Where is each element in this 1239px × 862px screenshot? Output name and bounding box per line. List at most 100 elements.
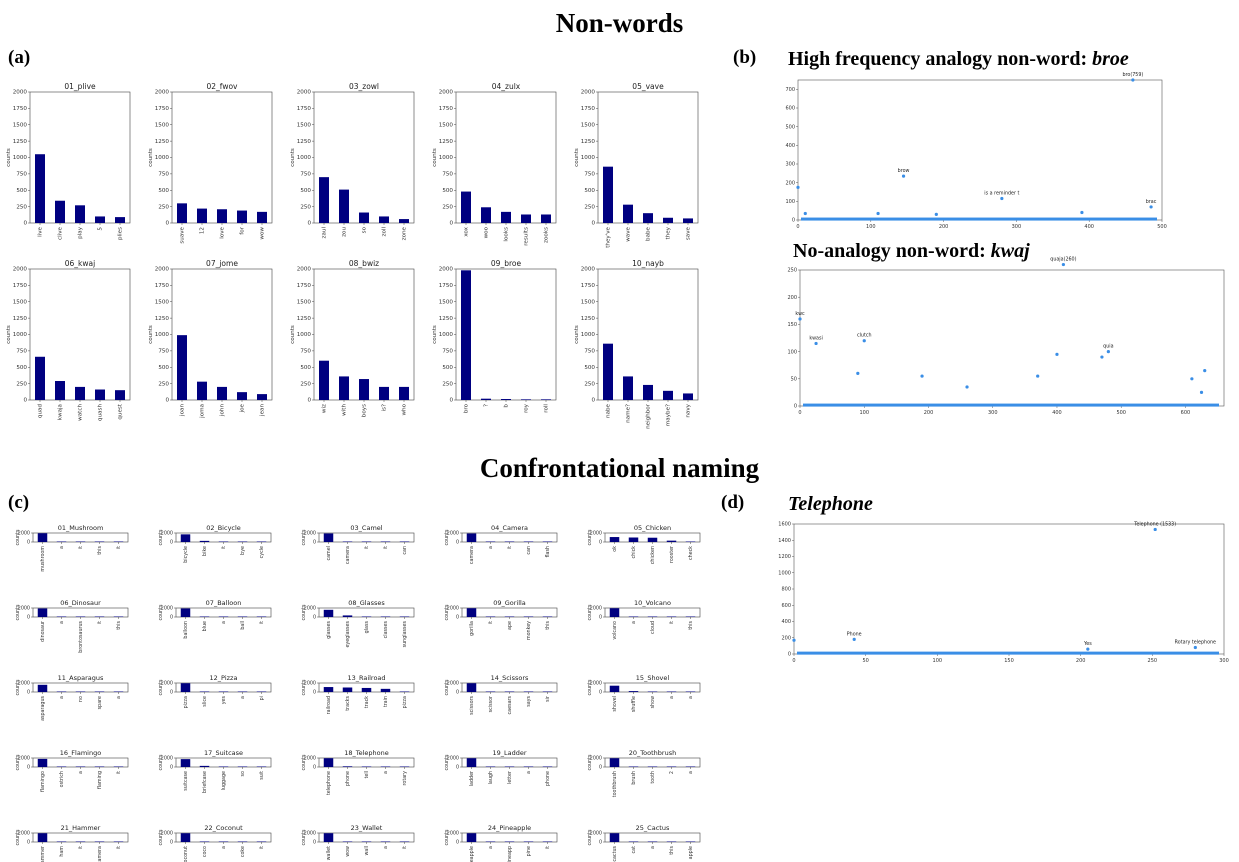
x-tick-label: 300 — [988, 410, 998, 416]
x-tick-label: 12 — [200, 227, 206, 234]
y-tick-label: 100 — [787, 349, 797, 355]
x-tick-label: it — [507, 546, 513, 549]
y-axis-label: counts — [148, 148, 154, 167]
y-tick-label: 0 — [456, 765, 459, 771]
x-tick-label: nabe — [606, 403, 612, 418]
y-axis-label: counts — [301, 679, 307, 696]
point-annotation: Telephone (1533) — [1133, 521, 1176, 527]
x-tick-label: camera — [469, 546, 475, 564]
y-tick-label: 1000 — [297, 332, 312, 338]
bar — [256, 766, 267, 767]
x-tick-label: zone — [402, 226, 408, 240]
y-tick-label: 2000 — [447, 756, 459, 762]
bar — [683, 393, 693, 400]
y-tick-label: 800 — [781, 587, 791, 593]
y-tick-label: 1750 — [581, 106, 596, 112]
scatter-point — [1100, 355, 1104, 359]
y-tick-label: 1750 — [439, 283, 454, 289]
y-tick-label: 1000 — [778, 570, 791, 576]
x-tick-label: a — [384, 771, 389, 774]
x-tick-label: ? — [484, 404, 490, 407]
bar — [628, 691, 639, 692]
bar — [342, 541, 353, 542]
y-tick-label: 1250 — [297, 316, 312, 322]
bar — [199, 691, 210, 692]
y-tick-label: 150 — [787, 322, 797, 328]
bar — [647, 537, 658, 542]
subplot-title: 10_nayb — [632, 259, 664, 268]
x-tick-label: it — [259, 846, 265, 849]
subplot-title: 16_Flamingo — [60, 749, 101, 757]
bar — [399, 841, 410, 842]
bar — [197, 208, 207, 223]
bar — [257, 394, 267, 400]
bar — [541, 214, 551, 223]
bar — [380, 616, 391, 617]
bar — [399, 219, 409, 223]
scatter-point — [934, 212, 938, 216]
x-tick-label: volcano — [612, 621, 618, 640]
bar — [643, 384, 653, 400]
x-tick-label: ladder — [469, 771, 475, 786]
x-tick-label: tell — [364, 771, 370, 779]
bar — [380, 541, 391, 542]
subplot-title: 22_Coconut — [204, 824, 243, 832]
x-tick-label: brush — [631, 771, 637, 785]
plot-frame — [797, 79, 1163, 221]
y-tick-label: 0 — [27, 765, 30, 771]
y-axis-label: counts — [432, 325, 438, 344]
x-tick-label: it — [259, 621, 265, 624]
bar — [56, 841, 67, 842]
x-tick-label: 500 — [1116, 410, 1126, 416]
x-tick-label: with — [342, 404, 348, 416]
bar — [319, 177, 329, 223]
x-tick-label: woo — [484, 226, 490, 238]
y-tick-label: 1250 — [155, 139, 170, 145]
scatter-point — [1086, 647, 1090, 651]
x-tick-label: it — [488, 621, 494, 624]
y-tick-label: 2000 — [18, 606, 30, 612]
bar — [37, 533, 48, 542]
scatter-point — [965, 385, 969, 389]
x-tick-label: flash — [545, 546, 551, 558]
x-tick-label: coke — [240, 846, 246, 857]
x-tick-label: navy — [686, 403, 692, 417]
point-annotation: bro(759) — [1123, 72, 1144, 78]
y-tick-label: 0 — [456, 615, 459, 621]
subplot-title: 20_Toothbrush — [629, 749, 676, 757]
x-tick-label: so — [362, 226, 368, 233]
x-tick-label: camel — [326, 546, 332, 561]
x-tick-label: it — [221, 546, 227, 549]
y-tick-label: 2000 — [581, 90, 596, 96]
bar — [37, 608, 48, 617]
x-tick-label: pizza — [402, 696, 408, 708]
bar — [113, 541, 124, 542]
x-tick-label: apple — [688, 846, 694, 859]
y-tick-label: 1000 — [13, 332, 28, 338]
subplot-title: 24_Pineapple — [488, 824, 531, 832]
panel-c-label: (c) — [8, 492, 30, 513]
x-tick-label: tracks — [345, 696, 351, 711]
x-tick-label: ball — [240, 621, 246, 630]
bar — [256, 541, 267, 542]
y-tick-label: 2000 — [13, 267, 28, 273]
bar — [399, 616, 410, 617]
x-tick-label: a — [527, 771, 532, 774]
bar — [218, 616, 229, 617]
y-tick-label: 2000 — [304, 606, 316, 612]
x-tick-label: it — [78, 546, 84, 549]
y-tick-label: 1250 — [439, 316, 454, 322]
x-tick-label: a — [651, 846, 656, 849]
y-tick-label: 2000 — [447, 531, 459, 537]
y-axis-label: counts — [290, 325, 296, 344]
bar — [218, 766, 229, 767]
y-tick-label: 2000 — [18, 681, 30, 687]
y-tick-label: 2000 — [304, 681, 316, 687]
x-tick-label: quad — [38, 404, 44, 419]
y-tick-label: 1750 — [155, 283, 170, 289]
bar — [623, 204, 633, 223]
x-tick-label: this — [97, 546, 103, 555]
